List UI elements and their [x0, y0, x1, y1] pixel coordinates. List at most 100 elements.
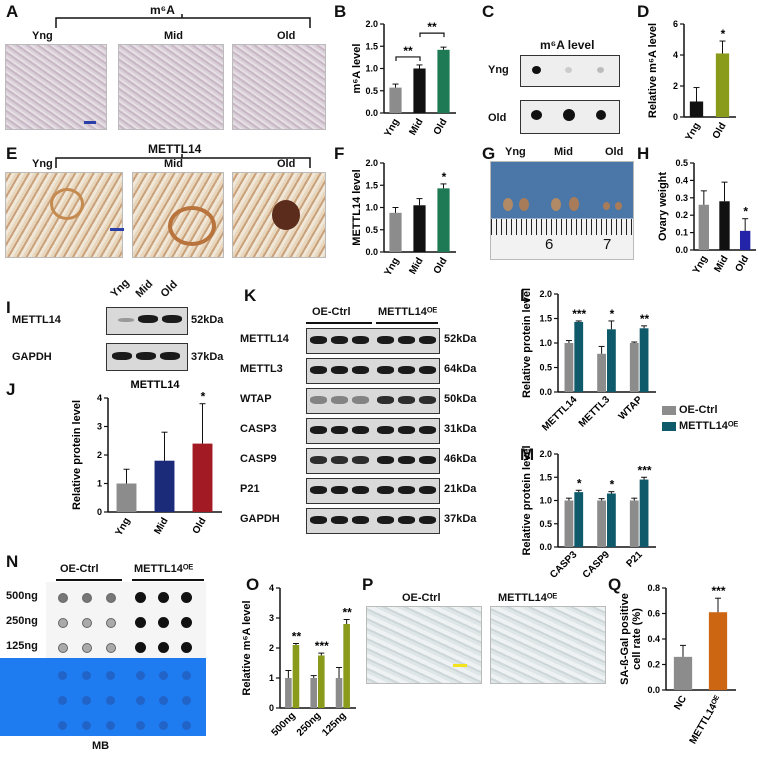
- y-tick-label: 6: [673, 19, 678, 29]
- panel-label-p: P: [362, 575, 374, 594]
- y-axis-label: Ovary weight: [657, 172, 669, 241]
- panel-k-size-label: 31kDa: [444, 423, 477, 435]
- dot: [58, 618, 68, 628]
- significance-label: **: [427, 20, 437, 34]
- panel-label-i: I: [6, 298, 11, 317]
- band: [377, 366, 394, 374]
- x-tick-label: Mid: [407, 256, 425, 276]
- y-tick-label: 0.0: [675, 245, 688, 255]
- significance-label: ***: [572, 307, 586, 321]
- y-tick-label: 0.5: [539, 363, 552, 373]
- y-tick-label: 0.0: [539, 387, 552, 397]
- bar: [739, 230, 751, 250]
- dot: [106, 721, 115, 730]
- y-tick-label: 0.5: [365, 86, 378, 96]
- panel-a-label-old: Old: [277, 30, 296, 42]
- y-tick-label: 1.5: [365, 41, 378, 51]
- bar: [715, 53, 730, 117]
- y-tick-label: 1: [97, 479, 102, 489]
- dot: [82, 671, 91, 680]
- band: [310, 426, 327, 434]
- panel-p-image-ctrl: [366, 606, 482, 684]
- band: [331, 366, 348, 374]
- ovary: [603, 202, 610, 210]
- ovary: [569, 197, 579, 211]
- panel-p-group-oe: METTL14ᴼᴱ: [498, 592, 558, 604]
- y-tick-label: 0.5: [675, 158, 688, 168]
- panel-p-group-ctrl: OE-Ctrl: [402, 592, 441, 604]
- y-tick-label: 0.4: [675, 175, 688, 185]
- panel-label-m: M: [520, 445, 535, 464]
- dot: [180, 641, 192, 653]
- y-axis-label: Relative m⁶A level: [647, 23, 659, 118]
- bar: [639, 479, 649, 547]
- panel-k-row-label: METTL14: [240, 333, 289, 345]
- band: [419, 486, 436, 494]
- band: [398, 366, 415, 374]
- bar: [116, 483, 137, 512]
- y-tick-label: 0: [97, 507, 102, 517]
- y-tick-label: 4: [269, 583, 274, 593]
- y-tick-label: 0: [673, 112, 678, 122]
- x-tick-label: 250ng: [295, 710, 323, 738]
- panel-k-row-label: WTAP: [240, 393, 272, 405]
- panel-i-row-mettl14: METTL14: [12, 314, 61, 326]
- y-tick-label: 3: [269, 613, 274, 623]
- band: [352, 426, 369, 434]
- panel-a-title: m⁶A: [150, 3, 175, 17]
- panel-n-row-500: 500ng: [6, 590, 38, 602]
- band: [398, 396, 415, 404]
- y-tick-label: 4: [673, 50, 678, 60]
- follicle: [168, 206, 216, 246]
- y-tick-label: 1.0: [539, 496, 552, 506]
- bar: [413, 68, 426, 113]
- bar: [437, 188, 450, 252]
- dot: [182, 721, 191, 730]
- dot: [182, 696, 191, 705]
- dot: [159, 671, 168, 680]
- panel-label-h: H: [637, 144, 650, 163]
- bar: [292, 645, 300, 708]
- dot: [563, 109, 575, 121]
- dot: [531, 110, 542, 120]
- significance-label: *: [721, 27, 726, 41]
- dot: [58, 671, 67, 680]
- dot: [82, 721, 91, 730]
- panel-i-lane-mid: Mid: [133, 278, 156, 300]
- band: [377, 456, 394, 464]
- x-tick-label: Old: [191, 516, 209, 536]
- panel-n-row-125: 125ng: [6, 640, 38, 652]
- y-tick-label: 0.1: [675, 228, 688, 238]
- panel-k-group-line-ctrl: [306, 322, 372, 324]
- chart-title: METTL14: [131, 379, 181, 391]
- ovary: [615, 202, 622, 210]
- band: [352, 516, 369, 524]
- panel-label-j: J: [6, 380, 16, 399]
- bar: [719, 201, 730, 250]
- panel-k-row-label: GAPDH: [240, 513, 280, 525]
- bar: [437, 49, 450, 113]
- y-tick-label: 2.0: [365, 19, 378, 29]
- y-axis-label: Relative protein level: [71, 400, 83, 510]
- band: [398, 426, 415, 434]
- significance-bracket: [419, 32, 445, 38]
- chart-j: 0 1 2 3 4 Relative protein level METTL14 Yng Mid…: [71, 379, 222, 538]
- y-tick-label: 1.5: [539, 472, 552, 482]
- chart-o: 0 1 2 3 4 Relative m⁶A level ** 500ng *** 250ng **…: [241, 583, 356, 739]
- band: [352, 486, 369, 494]
- y-tick-label: 1.0: [365, 64, 378, 74]
- legend-oe-swatch: [662, 422, 676, 431]
- panel-label-e: E: [6, 144, 18, 163]
- band: [419, 396, 436, 404]
- y-axis-label: SA-ß-Gal positive: [619, 593, 631, 685]
- significance-label: **: [342, 606, 352, 620]
- x-tick-label: Old: [733, 254, 751, 274]
- y-tick-label: 3: [97, 422, 102, 432]
- band: [331, 456, 348, 464]
- panel-k-size-label: 52kDa: [444, 333, 477, 345]
- y-tick-label: 0.4: [647, 634, 660, 644]
- significance-label: *: [743, 205, 748, 219]
- panel-label-f: F: [334, 144, 345, 163]
- band: [419, 336, 436, 344]
